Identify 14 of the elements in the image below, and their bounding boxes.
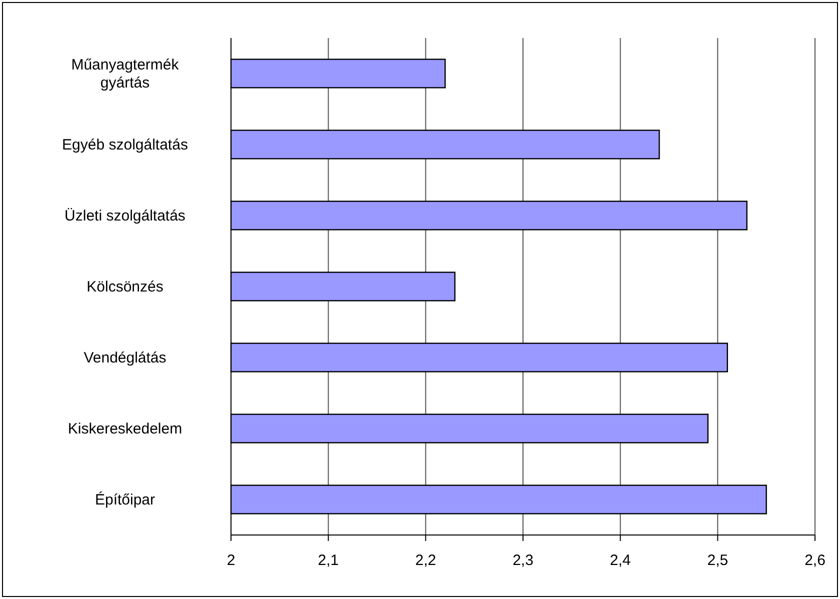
y-tick-label: Vendéglátás xyxy=(84,350,166,366)
y-tick-label: Kölcsönzés xyxy=(86,278,164,296)
y-tick-label: Műanyagtermék gyártás xyxy=(71,56,180,92)
y-tick-label: Egyéb szolgáltatás xyxy=(62,136,188,154)
x-tick-label: 2,4 xyxy=(610,552,631,569)
y-tick-label: Építőipar xyxy=(94,490,156,508)
x-tick-label: 2,3 xyxy=(512,552,534,569)
x-tick-label: 2,5 xyxy=(707,552,728,569)
x-tick-label: 2,2 xyxy=(415,552,436,569)
x-tick-label: 2 xyxy=(226,552,236,569)
y-tick-label: Üzleti szolgáltatás xyxy=(64,208,186,224)
y-tick-label: Kiskereskedelem xyxy=(68,420,182,438)
x-tick-label: 2,1 xyxy=(318,552,339,569)
x-tick-label: 2,6 xyxy=(804,552,826,569)
